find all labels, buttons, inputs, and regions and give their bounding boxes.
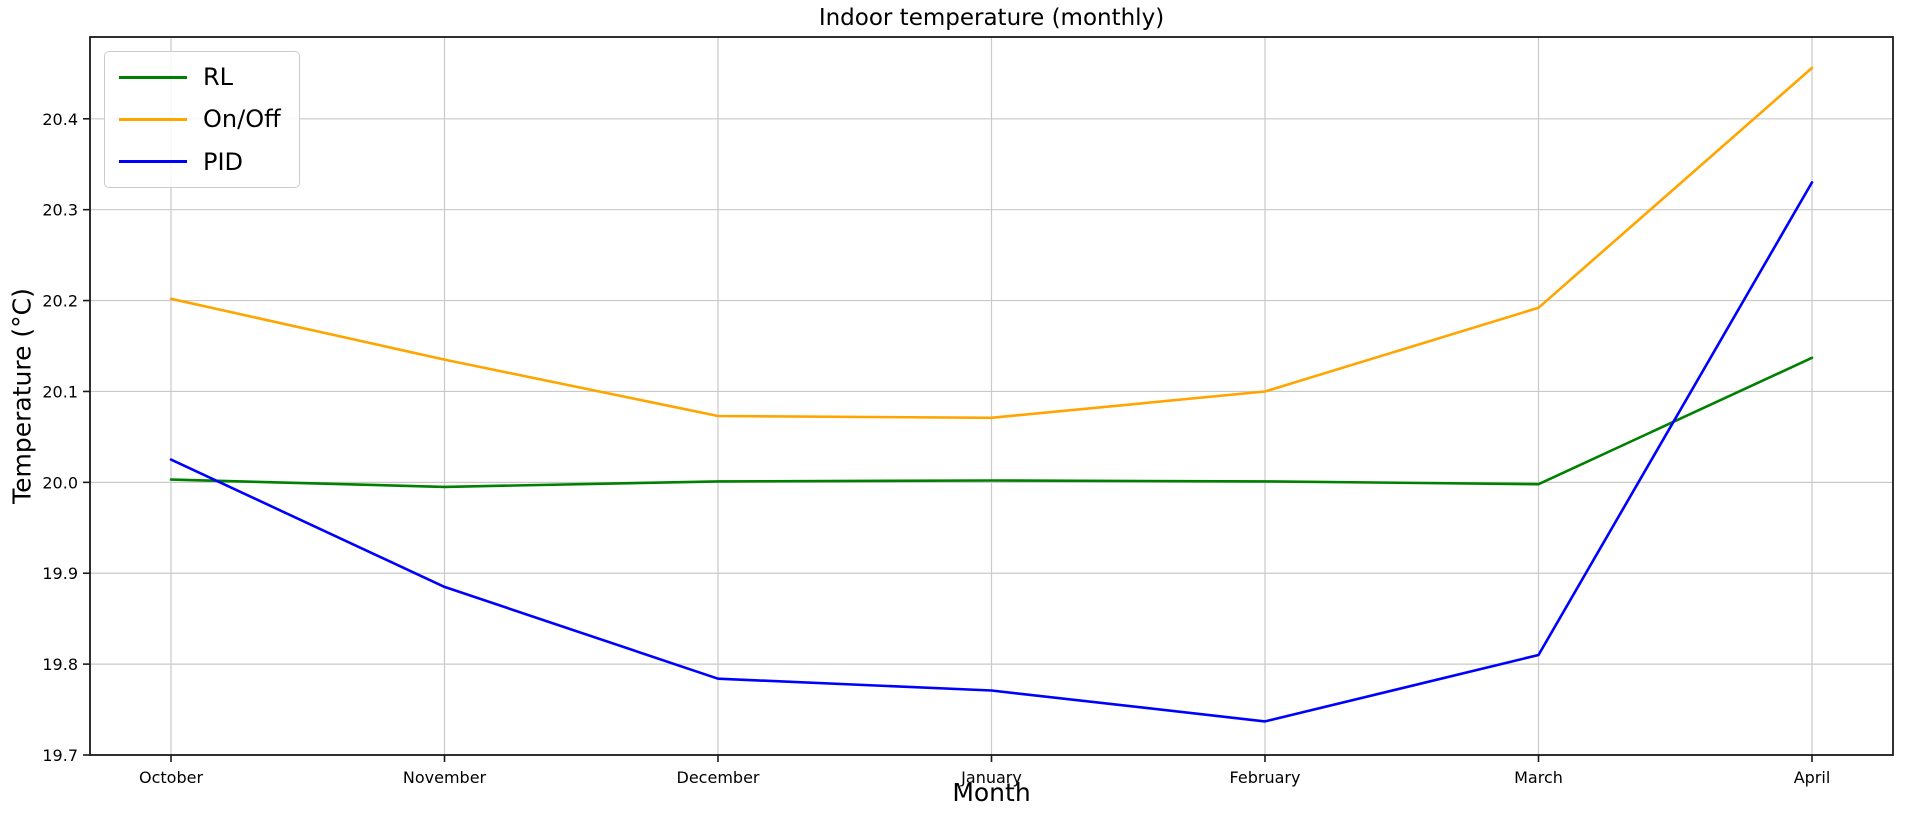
legend-line-icon (119, 75, 187, 79)
x-tick-label-april: April (1794, 768, 1831, 787)
x-tick-label-february: February (1230, 768, 1301, 787)
y-tick-label: 19.7 (42, 746, 78, 765)
y-tick-label: 19.8 (42, 655, 78, 674)
chart-title: Indoor temperature (monthly) (818, 5, 1165, 31)
x-tick-label-december: December (677, 768, 760, 787)
x-tick-label-november: November (403, 768, 487, 787)
x-tick-label-january: January (960, 768, 1022, 787)
y-tick-label: 20.0 (42, 473, 78, 492)
x-tick-label-october: October (139, 768, 203, 787)
legend-label: On/Off (203, 105, 281, 134)
y-tick-label: 20.2 (42, 292, 78, 311)
legend-line-icon (119, 160, 187, 164)
legend: RL On/Off PID (104, 51, 300, 189)
y-tick-label: 19.9 (42, 564, 78, 583)
y-axis-label: Temperature (°C) (7, 288, 37, 504)
series-line-pid (169, 181, 1814, 723)
x-axis-label: Month (952, 778, 1031, 807)
legend-label: PID (203, 147, 244, 176)
legend-line-icon (119, 118, 187, 122)
legend-entry-pid: PID (119, 147, 281, 176)
series-line-rl (169, 356, 1814, 489)
y-tick-label: 20.3 (42, 201, 78, 220)
legend-entry-rl: RL (119, 64, 281, 90)
y-tick-label: 20.4 (42, 110, 78, 129)
y-tick-label: 20.1 (42, 382, 78, 401)
axes-spines (89, 36, 1894, 756)
x-tick-label-march: March (1514, 768, 1563, 787)
series-line-on-off (169, 66, 1814, 420)
legend-label: RL (203, 63, 234, 91)
legend-entry-on-off: On/Off (119, 105, 281, 134)
